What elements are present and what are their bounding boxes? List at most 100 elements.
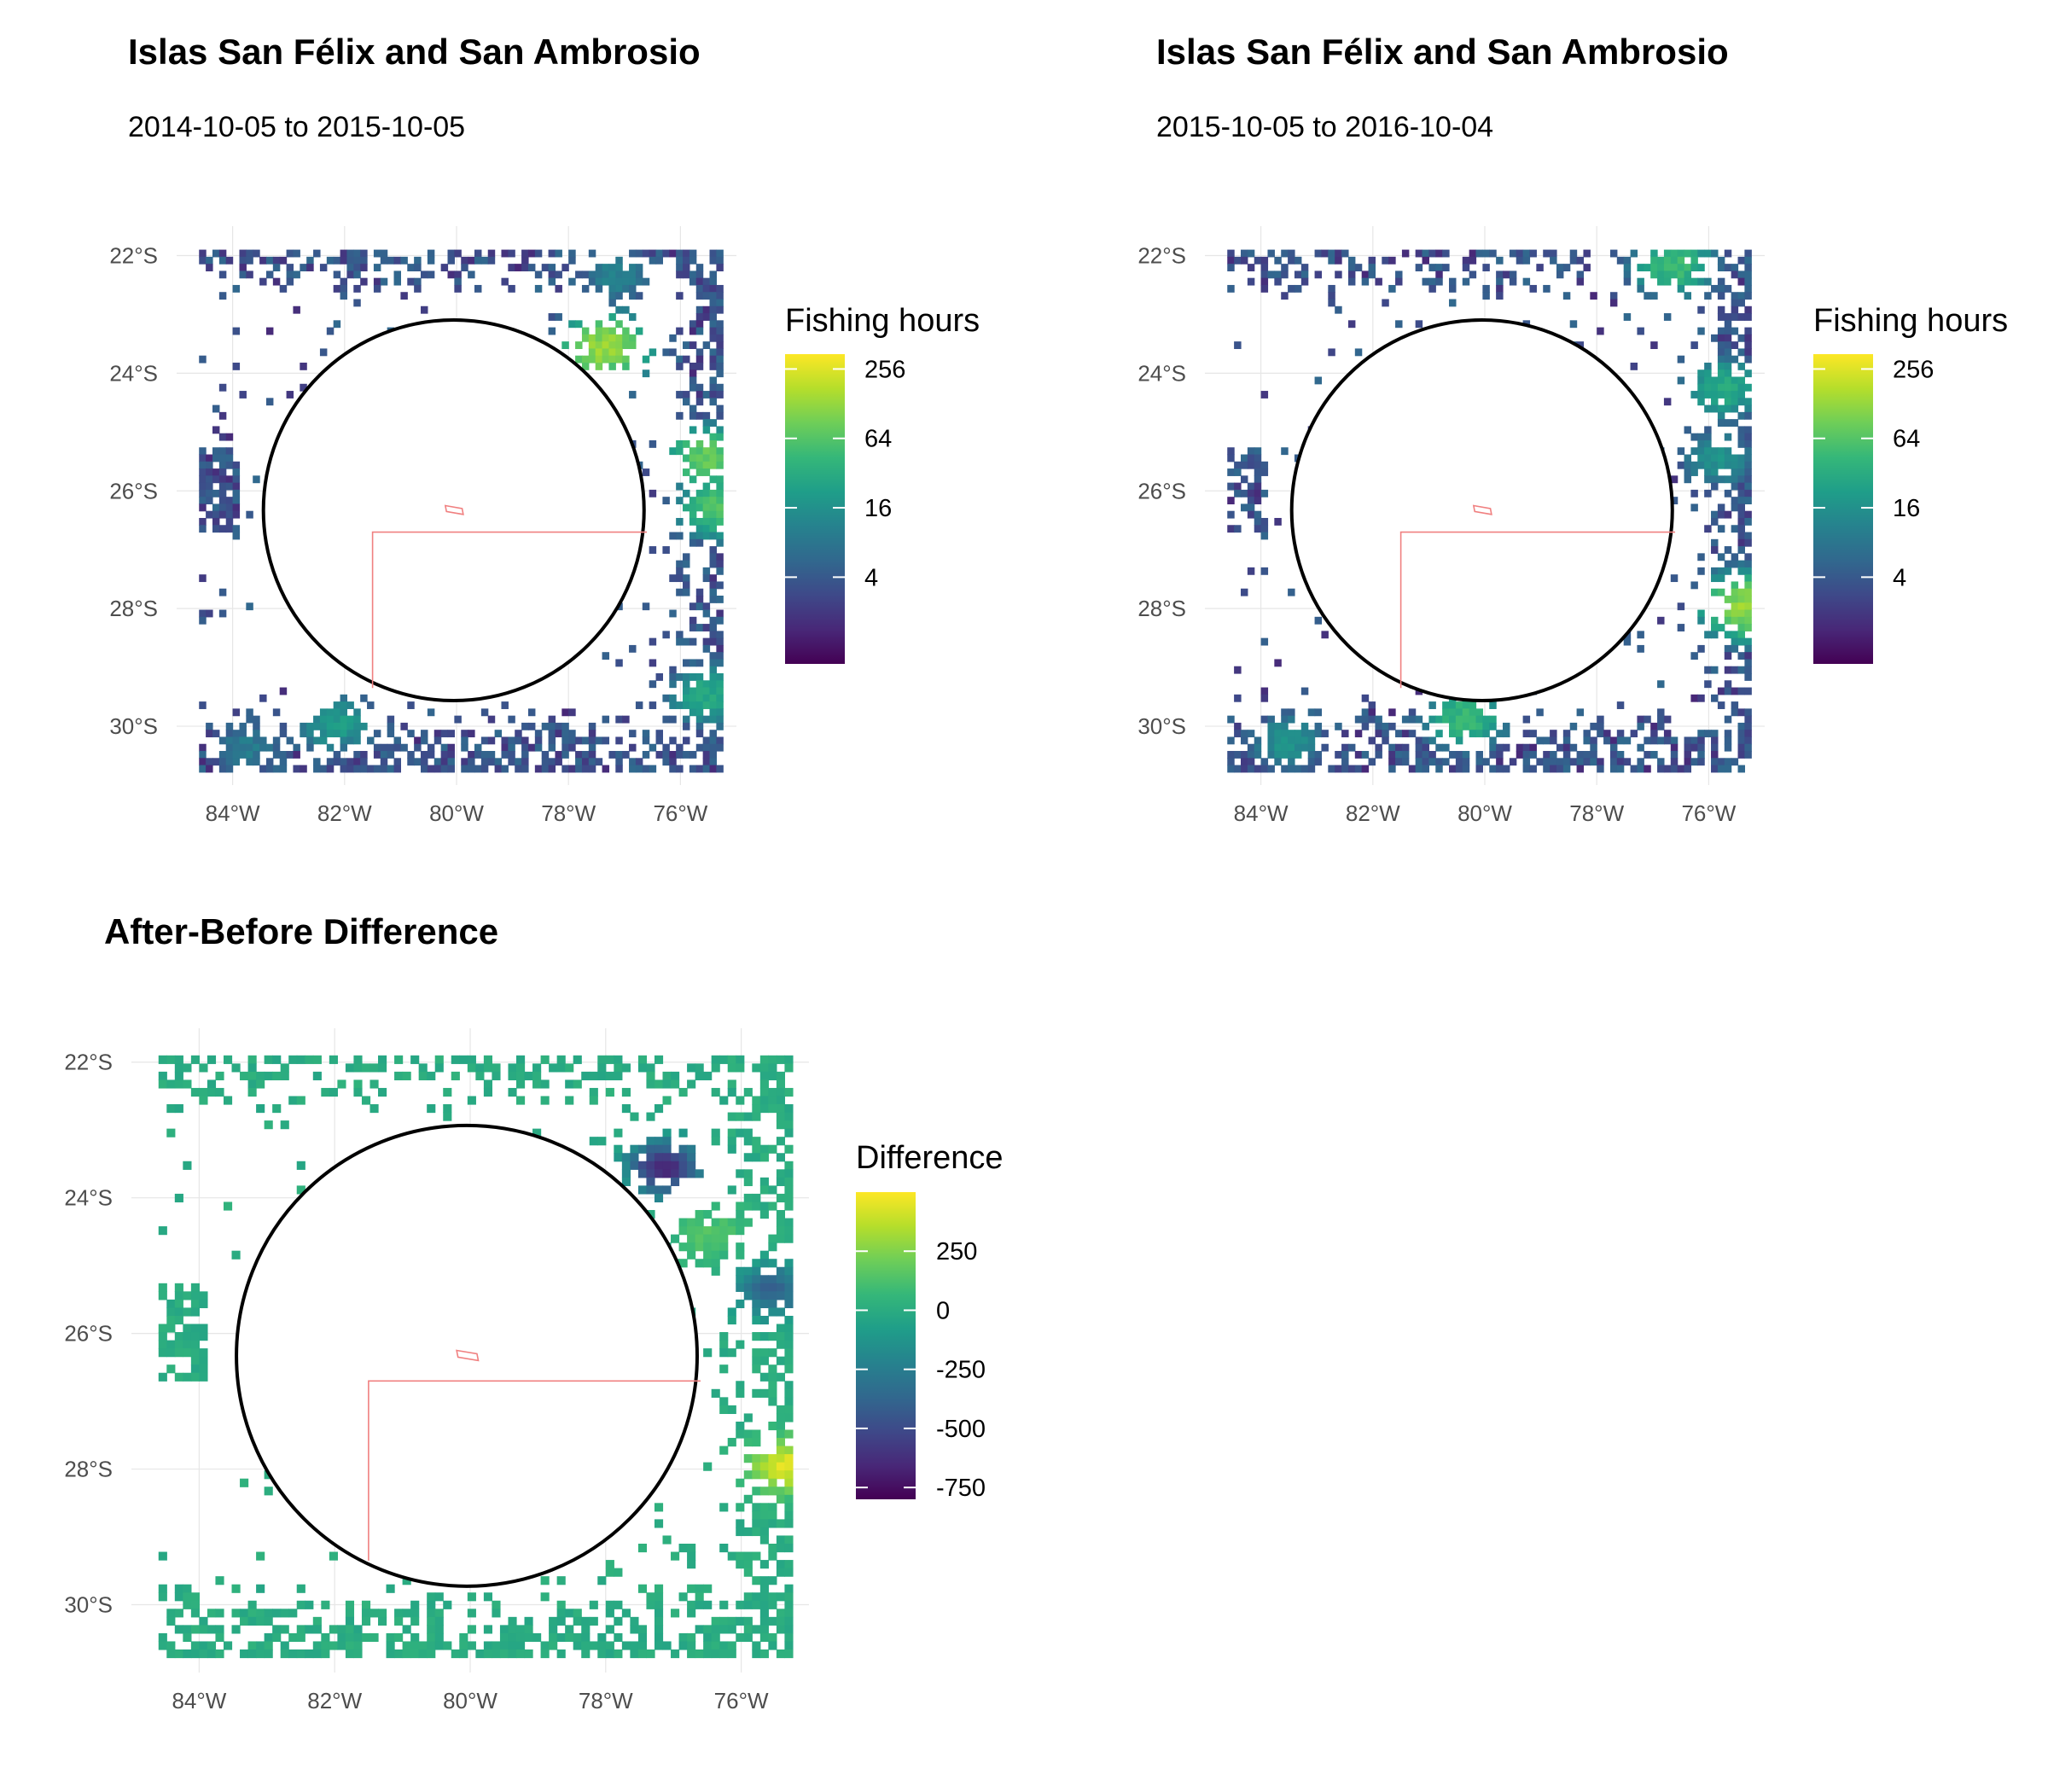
raster-cell: [1294, 743, 1302, 752]
raster-cell: [687, 1234, 696, 1243]
raster-cell: [346, 249, 354, 258]
raster-cell: [1744, 743, 1752, 752]
raster-cell: [687, 1544, 696, 1553]
raster-cell: [743, 1193, 753, 1203]
raster-cell: [716, 631, 724, 639]
raster-cell: [695, 468, 704, 476]
raster-cell: [709, 398, 717, 406]
raster-cell: [588, 334, 596, 342]
raster-cell: [736, 1551, 745, 1561]
raster-cell: [1321, 631, 1329, 639]
raster-cell: [759, 1576, 769, 1585]
raster-cell: [743, 1494, 753, 1504]
raster-cell: [1382, 299, 1389, 307]
raster-cell: [1496, 758, 1504, 766]
raster-cell: [555, 722, 562, 730]
raster-cell: [759, 1372, 769, 1382]
raster-cell: [1321, 743, 1329, 752]
raster-cell: [1657, 708, 1665, 717]
raster-cell: [575, 736, 583, 745]
raster-cell: [646, 1600, 655, 1609]
raster-cell: [240, 1616, 249, 1626]
raster-cell: [595, 736, 603, 745]
raster-cell: [232, 475, 241, 484]
raster-cell: [608, 751, 616, 759]
raster-cell: [1234, 666, 1242, 674]
raster-cell: [702, 489, 711, 497]
raster-cell: [595, 327, 603, 335]
raster-cell: [256, 1609, 265, 1618]
raster-cell: [711, 1201, 720, 1211]
raster-cell: [1724, 680, 1732, 689]
raster-cell: [1724, 334, 1732, 342]
raster-cell: [1744, 411, 1752, 420]
raster-cell: [1744, 588, 1752, 596]
raster-cell: [474, 743, 482, 752]
raster-cell: [752, 1299, 761, 1309]
raster-cell: [1744, 305, 1752, 314]
raster-cell: [719, 1226, 729, 1236]
raster-cell: [1744, 327, 1752, 335]
raster-cell: [595, 334, 603, 342]
raster-cell: [581, 271, 590, 279]
raster-cell: [232, 736, 241, 745]
island-outline: [1472, 504, 1492, 515]
raster-cell: [716, 595, 724, 603]
raster-cell: [695, 277, 704, 286]
raster-cell: [743, 1128, 753, 1137]
raster-cell: [1576, 765, 1585, 773]
raster-cell: [1724, 595, 1732, 603]
raster-cell: [232, 362, 241, 370]
raster-cell: [669, 447, 677, 456]
raster-cell: [709, 299, 717, 307]
raster-cell: [1382, 730, 1389, 738]
raster-cell: [427, 743, 435, 752]
raster-cell: [614, 1600, 623, 1609]
raster-cell: [1590, 722, 1597, 730]
raster-cell: [1254, 461, 1262, 469]
raster-cell: [427, 708, 435, 717]
raster-cell: [605, 1071, 614, 1080]
raster-cell: [380, 249, 388, 258]
raster-cell: [642, 765, 650, 773]
raster-cell: [199, 1616, 208, 1626]
raster-cell: [225, 517, 234, 526]
raster-cell: [272, 1104, 282, 1114]
raster-cell: [716, 581, 724, 590]
raster-cell: [508, 758, 515, 766]
raster-cell: [199, 517, 207, 526]
raster-cell: [1281, 708, 1289, 717]
raster-cell: [1529, 730, 1537, 738]
raster-cell: [568, 320, 576, 329]
raster-cell: [158, 1071, 167, 1080]
raster-cell: [1690, 468, 1698, 476]
raster-cell: [711, 1137, 720, 1146]
raster-cell: [345, 1641, 355, 1650]
raster-cell: [1482, 722, 1490, 730]
raster-cell: [565, 1632, 574, 1643]
raster-cell: [1227, 736, 1235, 745]
raster-cell: [615, 355, 623, 364]
raster-cell: [1543, 765, 1551, 773]
raster-cell: [326, 743, 335, 752]
raster-cell: [671, 1071, 680, 1080]
raster-cell: [759, 1584, 769, 1593]
raster-cell: [246, 271, 253, 279]
raster-cell: [1449, 765, 1457, 773]
raster-cell: [1240, 256, 1248, 265]
raster-cell: [716, 454, 724, 463]
raster-cell: [695, 497, 704, 505]
raster-cell: [716, 715, 724, 724]
raster-cell: [1341, 743, 1349, 752]
raster-cell: [703, 1071, 713, 1080]
raster-cell: [662, 1185, 672, 1195]
raster-cell: [1260, 468, 1269, 476]
raster-cell: [581, 1071, 591, 1080]
raster-cell: [199, 1348, 208, 1358]
raster-cell: [333, 751, 341, 759]
raster-cell: [736, 1519, 745, 1528]
raster-cell: [190, 1291, 200, 1300]
raster-cell: [1576, 708, 1585, 717]
raster-cell: [727, 1438, 736, 1447]
raster-cell: [768, 1519, 777, 1528]
